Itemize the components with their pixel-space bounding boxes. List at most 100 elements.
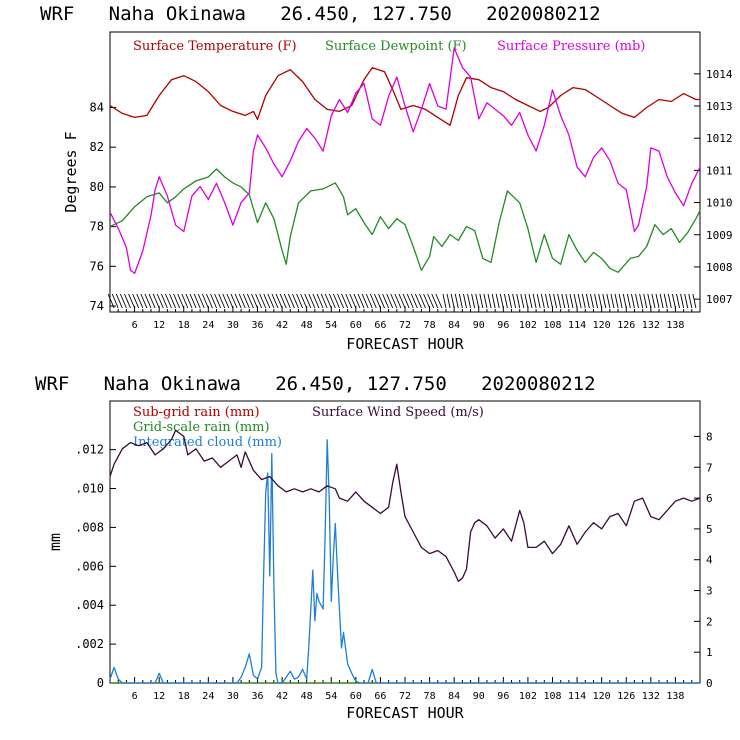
wind-barb — [226, 293, 234, 309]
wind-barb — [635, 293, 639, 309]
surface-wind-speed-line — [109, 429, 701, 582]
y-tick-label: .008 — [75, 520, 104, 534]
wind-barb — [471, 293, 476, 309]
wind-barb — [483, 293, 488, 309]
precipitation-panel: WRF Naha Okinawa 26.450, 127.750 2020080… — [35, 373, 713, 722]
bottom-right-y-ticks: 0 1 2 3 4 5 6 7 8 — [694, 430, 713, 690]
wind-barb — [631, 293, 635, 309]
x-tick-label: 108 — [543, 320, 561, 331]
x-tick-label: 30 — [227, 320, 239, 331]
wind-barb — [222, 293, 230, 309]
wind-barb — [328, 293, 336, 309]
wind-barb — [177, 293, 185, 309]
top-plot-frame — [109, 31, 701, 313]
wind-barb — [688, 293, 693, 309]
wind-barb — [553, 293, 558, 309]
wind-barb — [238, 293, 246, 309]
wind-barb — [544, 293, 549, 309]
wind-barb — [598, 293, 603, 309]
wind-barb — [144, 293, 152, 309]
wind-barb — [181, 293, 189, 309]
right-y-tick-label: 1007 — [706, 293, 733, 306]
wind-barb — [594, 293, 599, 309]
x-tick-label: 48 — [301, 691, 313, 702]
x-tick-label: 114 — [568, 691, 586, 702]
top-series-lines — [109, 47, 701, 275]
top-right-y-ticks: 1007 1008 1009 1010 1011 1012 1013 1014 — [694, 68, 733, 306]
wind-barb — [419, 293, 426, 309]
wind-barb — [487, 293, 492, 309]
top-chart-title: WRF Naha Okinawa 26.450, 127.750 2020080… — [40, 3, 601, 25]
y-tick-label: .004 — [75, 598, 104, 612]
wind-barb — [214, 293, 222, 309]
wind-barb — [614, 293, 619, 309]
x-tick-label: 120 — [593, 691, 611, 702]
wind-barb — [165, 293, 172, 309]
wind-barb — [140, 293, 148, 309]
y-tick-label: .002 — [75, 637, 104, 651]
wind-barb — [271, 293, 279, 309]
x-tick-label: 96 — [497, 320, 509, 331]
wind-barb — [512, 293, 517, 309]
wind-barb — [353, 293, 361, 309]
wind-barb — [610, 293, 615, 309]
wind-barb — [316, 293, 324, 309]
bottom-y-axis-label: mm — [46, 533, 64, 551]
wind-barb — [467, 293, 471, 309]
wind-barb — [495, 293, 500, 309]
wind-barb — [365, 293, 373, 309]
wind-barb — [304, 293, 312, 309]
x-tick-label: 132 — [642, 320, 660, 331]
wind-barb — [119, 293, 127, 309]
wind-barb — [647, 293, 652, 309]
wind-barb — [230, 293, 238, 309]
wind-barb — [463, 293, 467, 309]
wind-barb — [136, 293, 144, 309]
wind-barb — [667, 293, 672, 309]
wind-barb — [458, 293, 463, 309]
wind-barb — [341, 293, 349, 309]
y-tick-label: .010 — [75, 482, 104, 496]
wind-barb — [549, 293, 553, 309]
wind-barb — [357, 293, 365, 309]
wind-barb — [516, 293, 521, 309]
y-tick-label: .012 — [75, 443, 104, 457]
wind-barb — [148, 293, 156, 309]
wind-barb — [361, 293, 369, 309]
x-tick-label: 138 — [666, 320, 684, 331]
wind-barb — [300, 293, 308, 309]
legend-surface-temperature: Surface Temperature (F) — [133, 39, 297, 54]
y-tick-label: 78 — [90, 220, 104, 234]
x-tick-label: 90 — [473, 320, 485, 331]
x-tick-label: 60 — [350, 320, 362, 331]
wind-barb — [626, 293, 631, 309]
x-tick-label: 114 — [568, 320, 586, 331]
wind-barb — [528, 293, 533, 309]
x-tick-label: 6 — [132, 320, 138, 331]
wind-barb — [427, 293, 435, 309]
wind-barb — [680, 293, 685, 309]
wind-barb — [378, 293, 385, 309]
wind-barb — [565, 293, 570, 309]
right-y-tick-label: 8 — [706, 430, 713, 443]
x-tick-label: 126 — [617, 320, 635, 331]
x-tick-label: 60 — [350, 691, 362, 702]
right-y-tick-label: 1011 — [706, 164, 733, 177]
right-y-tick-label: 1013 — [706, 100, 733, 113]
top-y-ticks: 74 76 78 80 82 84 — [90, 100, 116, 313]
wind-barb — [431, 293, 439, 309]
wind-barb — [197, 293, 205, 309]
x-tick-label: 18 — [178, 320, 190, 331]
bottom-x-ticks: 6 12 18 24 30 36 42 48 54 60 66 72 78 84 90 96 102 108 114… — [117, 677, 693, 702]
wind-barb — [414, 293, 422, 309]
wind-barb — [671, 293, 676, 309]
wind-barb — [622, 293, 627, 309]
wind-barb — [557, 293, 562, 309]
wind-barb — [173, 293, 181, 309]
wind-barb — [651, 293, 656, 309]
wind-barb — [255, 293, 263, 309]
x-tick-label: 6 — [132, 691, 138, 702]
x-tick-label: 90 — [473, 691, 485, 702]
x-tick-label: 18 — [178, 691, 190, 702]
